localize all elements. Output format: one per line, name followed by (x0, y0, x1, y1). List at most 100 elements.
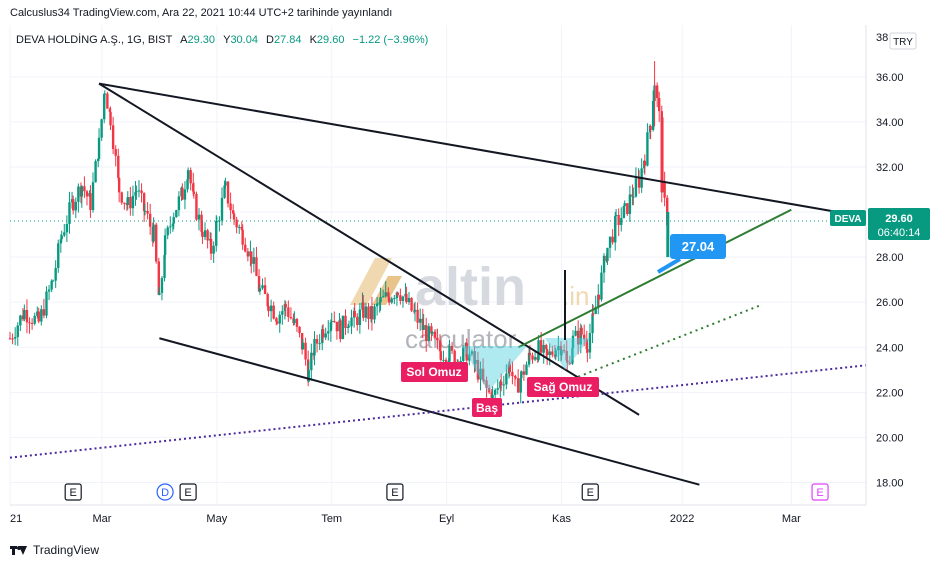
candle-body (387, 292, 390, 297)
candle-body (399, 295, 402, 301)
candle-body (427, 326, 431, 341)
candle-body (304, 342, 307, 360)
candle-body (266, 293, 269, 307)
candle-body (235, 219, 238, 228)
candle-body (310, 352, 313, 371)
open-value: 29.30 (187, 34, 216, 46)
candle-body (574, 330, 577, 336)
candle-body (502, 384, 505, 386)
candle-body (565, 350, 568, 361)
candle-body (36, 311, 39, 316)
candle-body (91, 182, 95, 211)
change-value: −1.22 (−3.96%) (352, 34, 429, 46)
candle-body (203, 230, 207, 237)
candle-body (289, 317, 293, 319)
candle-body (206, 230, 209, 241)
candle-body (33, 315, 36, 324)
candle-body (329, 322, 333, 332)
close-value: 29.60 (316, 34, 345, 46)
candle-body (324, 333, 327, 338)
dividend-marker-icon (156, 483, 174, 501)
candle-body (129, 197, 132, 209)
candle-body (197, 214, 201, 220)
candle-body (157, 261, 160, 295)
candle-body (588, 333, 592, 353)
candle-body (418, 318, 422, 323)
candle-body (591, 313, 595, 315)
pattern-shapes (462, 270, 590, 392)
candle-body (111, 125, 115, 149)
candle-body (614, 215, 618, 217)
candle-body (100, 119, 103, 138)
candle-body (396, 292, 399, 296)
candle-body (585, 339, 588, 350)
candle-body (96, 158, 100, 162)
candle-body (232, 213, 236, 220)
candle-body (405, 293, 408, 303)
candle-body (655, 85, 659, 98)
candle-body (45, 291, 48, 316)
price-tag-bg (868, 208, 930, 240)
currency-box (889, 32, 917, 50)
candle-body (258, 288, 262, 292)
candle-body (476, 359, 480, 380)
candle-body (401, 296, 405, 301)
right-shoulder-bg (527, 377, 599, 397)
candle-body (244, 244, 247, 252)
candle-body (519, 378, 522, 393)
x-tick-label: 21 (10, 513, 22, 525)
candle-body (134, 191, 137, 196)
candle-body (505, 373, 508, 385)
candle-body (583, 334, 586, 340)
event-marker-letter: D (161, 487, 169, 499)
candle-body (313, 339, 316, 356)
candle-body (508, 364, 512, 372)
candle-body (158, 292, 161, 295)
candle-body (212, 245, 215, 254)
candle-body (626, 203, 629, 214)
candle-body (537, 340, 540, 360)
candle-body (287, 307, 290, 318)
candle-body (439, 351, 443, 360)
candle-body (83, 186, 86, 192)
candle-body (57, 243, 60, 268)
candle-body (622, 206, 626, 219)
candle-body (393, 298, 396, 300)
candle-body (623, 203, 626, 207)
y-tick-label: 32.00 (876, 162, 904, 174)
x-tick-label: Tem (321, 513, 342, 525)
candle-body (50, 280, 53, 290)
candle-body (646, 132, 649, 166)
candle-body (295, 319, 299, 327)
candle-body (580, 327, 583, 335)
candle-body (60, 235, 63, 240)
head-label: Baş (476, 401, 498, 415)
candle-body (189, 170, 192, 184)
candle-body (201, 231, 204, 237)
candle-body (59, 239, 63, 244)
candle-body (433, 331, 437, 338)
candle-body (224, 181, 227, 186)
currency-label: TRY (893, 37, 913, 48)
candle-body (142, 193, 146, 212)
candle-body (152, 224, 155, 242)
footer-brand[interactable]: TradingView (10, 543, 99, 557)
candle-body (240, 226, 244, 230)
candle-body (160, 278, 164, 293)
candle-body (21, 315, 25, 320)
candle-body (269, 305, 273, 312)
close-label: K (309, 34, 317, 46)
candle-body (341, 315, 345, 339)
candle-body (223, 185, 226, 198)
trend-line (517, 208, 792, 349)
candle-body (298, 326, 301, 334)
candle-body (387, 296, 391, 303)
candle-body (586, 349, 589, 353)
candle-body (143, 210, 147, 212)
candle-body (300, 333, 304, 350)
candle-body (63, 232, 66, 236)
candle-body (278, 314, 281, 324)
candle-body (333, 320, 336, 322)
candle-body (126, 197, 129, 205)
